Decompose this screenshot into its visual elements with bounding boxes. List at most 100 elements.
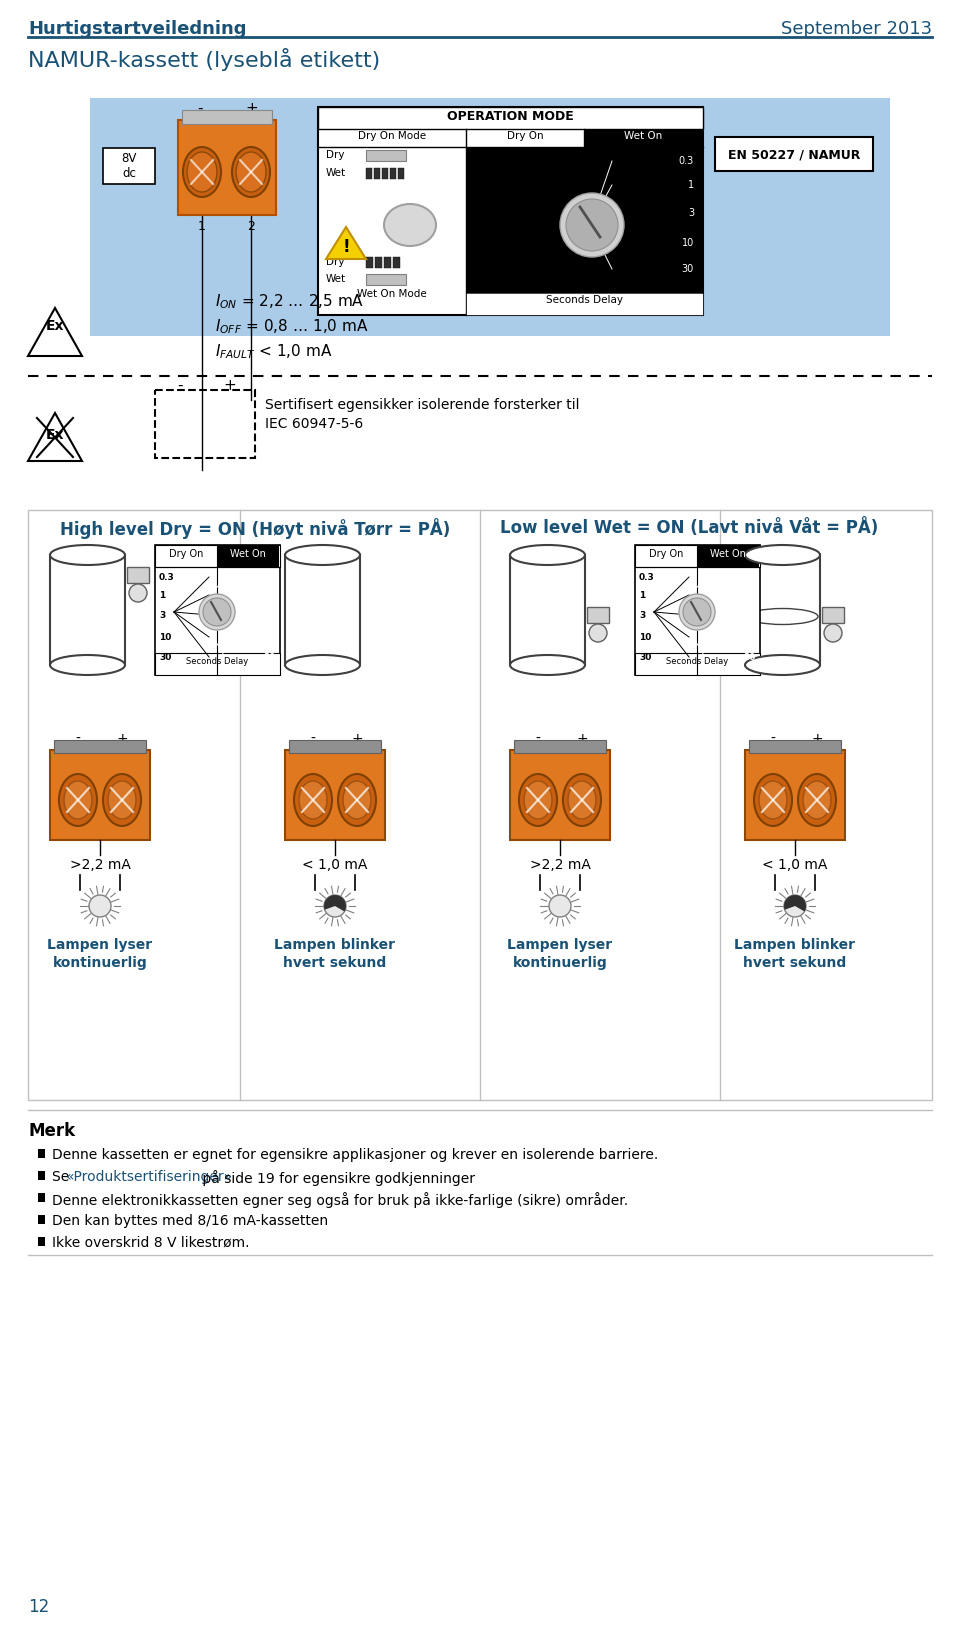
Bar: [398, 169, 404, 178]
Text: 1: 1: [750, 591, 756, 599]
Bar: [38, 1193, 45, 1202]
Circle shape: [566, 200, 618, 250]
Text: Wet: Wet: [326, 169, 347, 178]
Bar: [697, 545, 759, 566]
Text: hvert sekund: hvert sekund: [743, 956, 847, 971]
Text: 3: 3: [688, 208, 694, 218]
Bar: [318, 106, 703, 314]
Bar: [155, 545, 280, 674]
Ellipse shape: [343, 781, 371, 818]
Text: Wet On Mode: Wet On Mode: [357, 290, 427, 300]
Text: Seconds Delay: Seconds Delay: [186, 656, 248, 666]
Circle shape: [589, 624, 607, 642]
Text: Ex: Ex: [46, 427, 64, 442]
Text: Ex: Ex: [46, 319, 64, 332]
Text: OPERATION MODE: OPERATION MODE: [447, 110, 574, 123]
Bar: [289, 740, 381, 753]
Text: Dry On: Dry On: [169, 548, 204, 558]
Bar: [374, 169, 380, 178]
Text: +: +: [116, 732, 128, 746]
Text: Lampen lyser: Lampen lyser: [508, 938, 612, 953]
Ellipse shape: [183, 147, 221, 196]
Text: Dry: Dry: [326, 151, 345, 160]
Text: kontinuerlig: kontinuerlig: [53, 956, 148, 971]
Text: 0.3: 0.3: [679, 156, 694, 165]
Text: hvert sekund: hvert sekund: [283, 956, 387, 971]
Text: 2: 2: [247, 219, 255, 232]
Text: 30: 30: [159, 653, 172, 661]
Text: Ikke overskrid 8 V likestrøm.: Ikke overskrid 8 V likestrøm.: [52, 1236, 250, 1251]
Text: Sertifisert egensikker isolerende forsterker til: Sertifisert egensikker isolerende forste…: [265, 398, 580, 413]
Circle shape: [129, 584, 147, 602]
Bar: [50, 750, 150, 840]
Ellipse shape: [294, 774, 332, 827]
Text: $I_{ON}$ = 2,2 … 2,5 mA: $I_{ON}$ = 2,2 … 2,5 mA: [215, 291, 364, 311]
Text: -: -: [771, 732, 776, 746]
Bar: [745, 555, 820, 665]
Text: 0.3: 0.3: [159, 573, 175, 581]
Text: 3: 3: [639, 611, 645, 619]
Text: +: +: [811, 732, 823, 746]
Text: Den kan byttes med 8/16 mA-kassetten: Den kan byttes med 8/16 mA-kassetten: [52, 1215, 328, 1228]
Text: 1: 1: [471, 180, 477, 190]
Ellipse shape: [236, 152, 266, 192]
Ellipse shape: [524, 781, 552, 818]
Ellipse shape: [50, 545, 125, 565]
Text: Dry: Dry: [326, 257, 345, 267]
Bar: [382, 169, 388, 178]
Bar: [514, 740, 606, 753]
Bar: [182, 110, 272, 124]
Ellipse shape: [754, 774, 792, 827]
Text: $I_{FAULT}$ < 1,0 mA: $I_{FAULT}$ < 1,0 mA: [215, 342, 332, 360]
Text: kontinuerlig: kontinuerlig: [513, 956, 608, 971]
Bar: [318, 106, 703, 129]
Bar: [38, 1170, 45, 1180]
Ellipse shape: [384, 205, 436, 246]
Bar: [393, 257, 400, 268]
Text: 30: 30: [682, 264, 694, 273]
Bar: [38, 1238, 45, 1246]
Text: 12: 12: [28, 1598, 49, 1616]
Text: -: -: [536, 732, 540, 746]
Ellipse shape: [759, 781, 787, 818]
Text: Denne elektronikkassetten egner seg også for bruk på ikke-farlige (sikre) område: Denne elektronikkassetten egner seg også…: [52, 1192, 628, 1208]
Polygon shape: [326, 228, 366, 259]
Text: 0.3: 0.3: [639, 573, 655, 581]
Text: Wet: Wet: [326, 273, 347, 283]
Ellipse shape: [338, 774, 376, 827]
Text: 1: 1: [270, 591, 276, 599]
Bar: [285, 750, 385, 840]
Bar: [155, 653, 280, 674]
Text: 10: 10: [744, 632, 756, 642]
Ellipse shape: [103, 774, 141, 827]
Text: Wet On: Wet On: [710, 548, 746, 558]
Bar: [584, 129, 702, 147]
Text: 10: 10: [639, 632, 652, 642]
Text: 3: 3: [750, 611, 756, 619]
Text: 1: 1: [159, 591, 165, 599]
Polygon shape: [324, 895, 346, 912]
Text: Lampen lyser: Lampen lyser: [47, 938, 153, 953]
Ellipse shape: [745, 655, 820, 674]
Bar: [366, 273, 406, 285]
Text: Denne kassetten er egnet for egensikre applikasjoner og krever en isolerende bar: Denne kassetten er egnet for egensikre a…: [52, 1148, 659, 1162]
Text: EN 50227 / NAMUR: EN 50227 / NAMUR: [728, 149, 860, 162]
Text: +: +: [246, 101, 258, 116]
Bar: [217, 545, 279, 566]
Circle shape: [199, 594, 235, 630]
Bar: [587, 607, 609, 624]
Text: Seconds Delay: Seconds Delay: [545, 295, 622, 304]
Ellipse shape: [108, 781, 136, 818]
Bar: [635, 545, 760, 566]
Circle shape: [784, 895, 806, 917]
Bar: [155, 545, 280, 566]
Ellipse shape: [285, 545, 360, 565]
Text: -: -: [197, 101, 203, 116]
Text: +: +: [351, 732, 363, 746]
Text: 0.3: 0.3: [260, 573, 276, 581]
Circle shape: [824, 624, 842, 642]
Bar: [366, 257, 373, 268]
Bar: [375, 257, 382, 268]
Bar: [635, 653, 760, 674]
Text: 10: 10: [159, 632, 172, 642]
